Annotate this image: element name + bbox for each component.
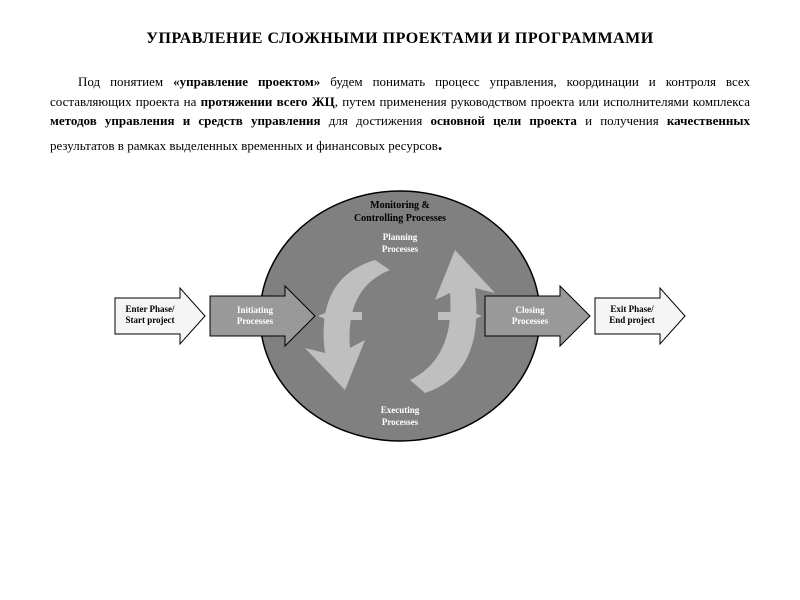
bold-term: протяжении всего ЖЦ [201, 94, 335, 109]
bold-term: методов управления и средств управления [50, 113, 321, 128]
exit-label-1: Exit Phase/ [610, 304, 654, 314]
initiating-label-1: Initiating [237, 305, 274, 315]
planning-label-1: Planning [383, 232, 418, 242]
intro-paragraph: Под понятием «управление проектом» будем… [50, 72, 750, 158]
bold-term: «управление проектом» [173, 74, 320, 89]
monitoring-label-2: Controlling Processes [354, 213, 446, 224]
executing-label-2: Processes [382, 417, 419, 427]
bold-term: основной цели проекта [431, 113, 577, 128]
process-diagram: Enter Phase/ Start project Initiating Pr… [50, 168, 750, 448]
exit-phase-arrow: Exit Phase/ End project [595, 288, 685, 344]
executing-label-1: Executing [381, 405, 420, 415]
text-segment: для достижения [321, 113, 431, 128]
monitoring-label-1: Monitoring & [370, 200, 430, 211]
exit-label-2: End project [609, 315, 655, 325]
enter-phase-arrow: Enter Phase/ Start project [115, 288, 205, 344]
closing-label-1: Closing [515, 305, 545, 315]
closing-label-2: Processes [512, 316, 549, 326]
page-title: УПРАВЛЕНИЕ СЛОЖНЫМИ ПРОЕКТАМИ И ПРОГРАММ… [50, 30, 750, 48]
planning-label-2: Processes [382, 244, 419, 254]
text-segment: Под понятием [78, 74, 173, 89]
bold-term: качественных [667, 113, 750, 128]
enter-label-1: Enter Phase/ [125, 304, 175, 314]
text-segment: , путем применения руководством проекта … [335, 94, 750, 109]
initiating-label-2: Processes [237, 316, 274, 326]
text-segment: результатов в рамках выделенных временны… [50, 138, 438, 153]
text-segment: и получения [577, 113, 667, 128]
bold-dot: . [438, 134, 443, 154]
enter-label-2: Start project [125, 315, 174, 325]
